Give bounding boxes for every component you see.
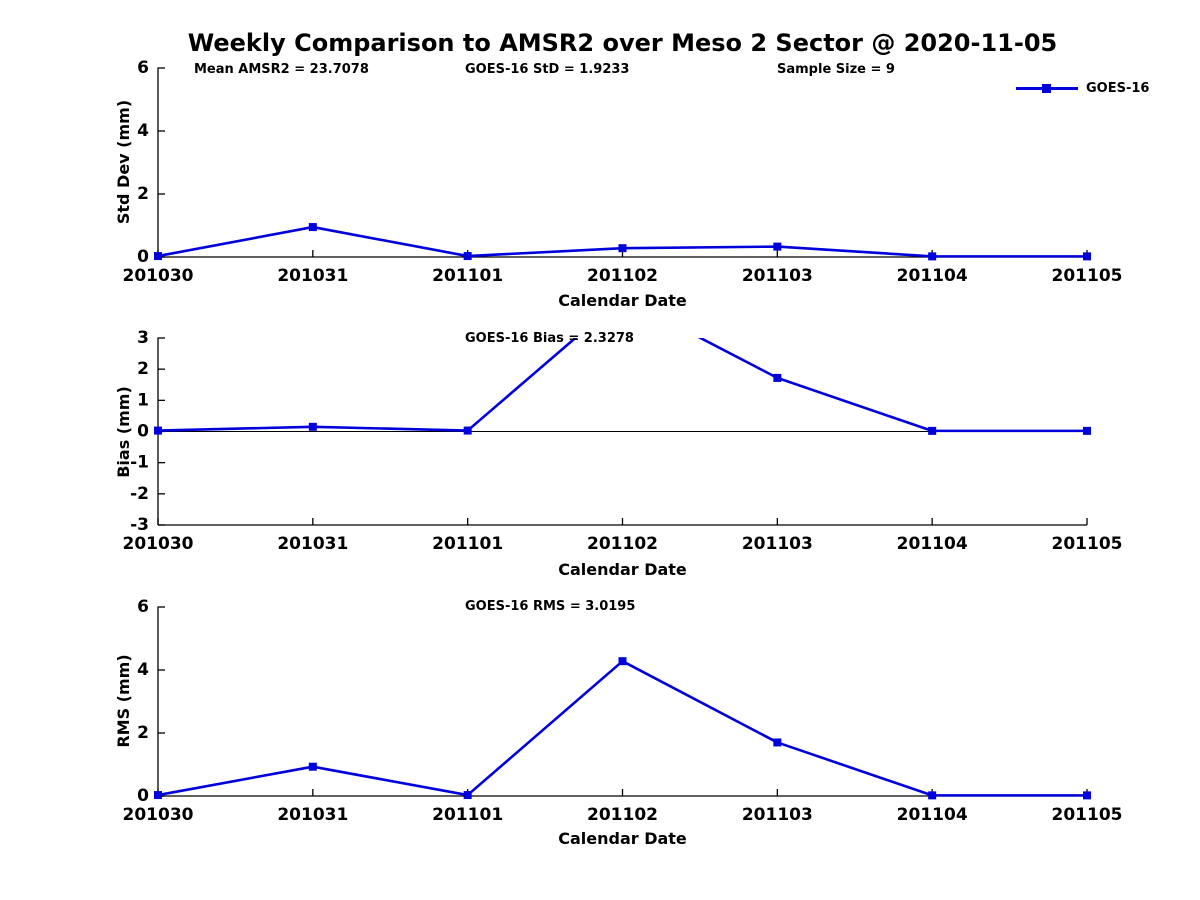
y-tick-label: 0: [137, 422, 149, 442]
legend: GOES-16: [1016, 80, 1150, 96]
x-tick-label: 201103: [742, 266, 813, 286]
y-tick-label: 6: [137, 58, 149, 78]
x-tick-label: 201105: [1052, 266, 1123, 286]
x-tick-label: 201031: [277, 266, 348, 286]
x-tick-label: 201101: [432, 534, 503, 554]
data-marker: [463, 252, 472, 261]
rms-data-line: [157, 659, 1087, 797]
rms-series: [154, 657, 1091, 800]
data-marker: [928, 252, 937, 261]
bias-y-axis-label: Bias (mm): [114, 386, 133, 478]
y-tick-label: 2: [137, 359, 149, 379]
y-tick-label: -3: [130, 515, 149, 535]
legend-label: GOES-16: [1086, 80, 1150, 96]
data-marker: [154, 791, 162, 800]
y-tick-label: 3: [137, 328, 149, 348]
data-marker: [1083, 426, 1091, 435]
y-tick-label: 4: [137, 121, 149, 141]
data-marker: [154, 426, 162, 435]
data-marker: [618, 244, 627, 253]
y-tick-label: 0: [137, 786, 149, 806]
annotation-mean-amsr2: Mean AMSR2 = 23.7078: [194, 62, 369, 77]
data-marker: [928, 426, 937, 435]
x-tick-label: 201030: [123, 266, 194, 286]
x-tick-label: 201102: [587, 805, 658, 825]
x-tick-label: 201105: [1052, 534, 1123, 554]
y-tick-label: 2: [137, 723, 149, 743]
annotation-goes16-rms: GOES-16 RMS = 3.0195: [465, 599, 636, 614]
y-tick-label: -1: [130, 453, 149, 473]
data-marker: [308, 762, 317, 771]
annotation-goes16-bias: GOES-16 Bias = 2.3278: [465, 331, 634, 346]
y-tick-label: 6: [137, 597, 149, 617]
stddev-y-axis-label: Std Dev (mm): [114, 99, 133, 225]
bias-x-axis-label: Calendar Date: [558, 560, 687, 579]
x-tick-label: 201031: [277, 805, 348, 825]
y-tick-label: 1: [137, 390, 149, 410]
data-marker: [154, 252, 162, 261]
stddev-x-axis-label: Calendar Date: [558, 291, 687, 310]
data-marker: [463, 426, 472, 435]
x-tick-label: 201102: [587, 534, 658, 554]
std-dev-series: [154, 223, 1091, 261]
x-tick-label: 201104: [897, 805, 968, 825]
y-tick-label: -2: [130, 484, 149, 504]
data-marker: [618, 657, 627, 666]
x-tick-label: 201030: [123, 534, 194, 554]
data-marker: [928, 791, 937, 800]
chart-title: Weekly Comparison to AMSR2 over Meso 2 S…: [187, 29, 1058, 57]
data-marker: [463, 791, 472, 800]
annotation-goes16-std: GOES-16 StD = 1.9233: [465, 62, 630, 77]
rms-y-axis-label: RMS (mm): [114, 654, 133, 748]
legend-line-sample: [1016, 83, 1078, 93]
legend-marker-sample: [1042, 83, 1051, 93]
data-marker: [773, 242, 782, 251]
std-dev-subplot: 0 2 4 6 201030 201031 201101 201102 201103 201104…: [123, 58, 1123, 286]
rms-x-axis-label: Calendar Date: [558, 829, 687, 848]
x-tick-label: 201103: [742, 534, 813, 554]
data-marker: [1083, 791, 1091, 800]
x-tick-label: 201102: [587, 266, 658, 286]
data-marker: [773, 738, 782, 747]
data-marker: [308, 422, 317, 431]
x-tick-label: 201104: [897, 534, 968, 554]
x-tick-label: 201031: [277, 534, 348, 554]
x-tick-label: 201103: [742, 805, 813, 825]
bias-series: [154, 338, 1091, 435]
y-tick-label: 0: [137, 247, 149, 267]
bias-data-line: [157, 338, 1087, 433]
x-tick-label: 201101: [432, 266, 503, 286]
x-tick-label: 201030: [123, 805, 194, 825]
y-tick-label: 4: [137, 660, 149, 680]
data-marker: [773, 373, 782, 382]
x-tick-label: 201101: [432, 805, 503, 825]
x-tick-label: 201105: [1052, 805, 1123, 825]
x-tick-label: 201104: [897, 266, 968, 286]
annotation-sample-size: Sample Size = 9: [777, 62, 895, 77]
y-tick-label: 2: [137, 184, 149, 204]
rms-subplot: 0 2 4 6 201030 201031 201101 201102 201103 201104…: [123, 597, 1123, 825]
data-marker: [1083, 252, 1091, 261]
data-marker: [308, 223, 317, 232]
bias-subplot: -3 -2 -1 0 1 2 3 201030 201031 201101 201102 201103…: [123, 328, 1123, 554]
